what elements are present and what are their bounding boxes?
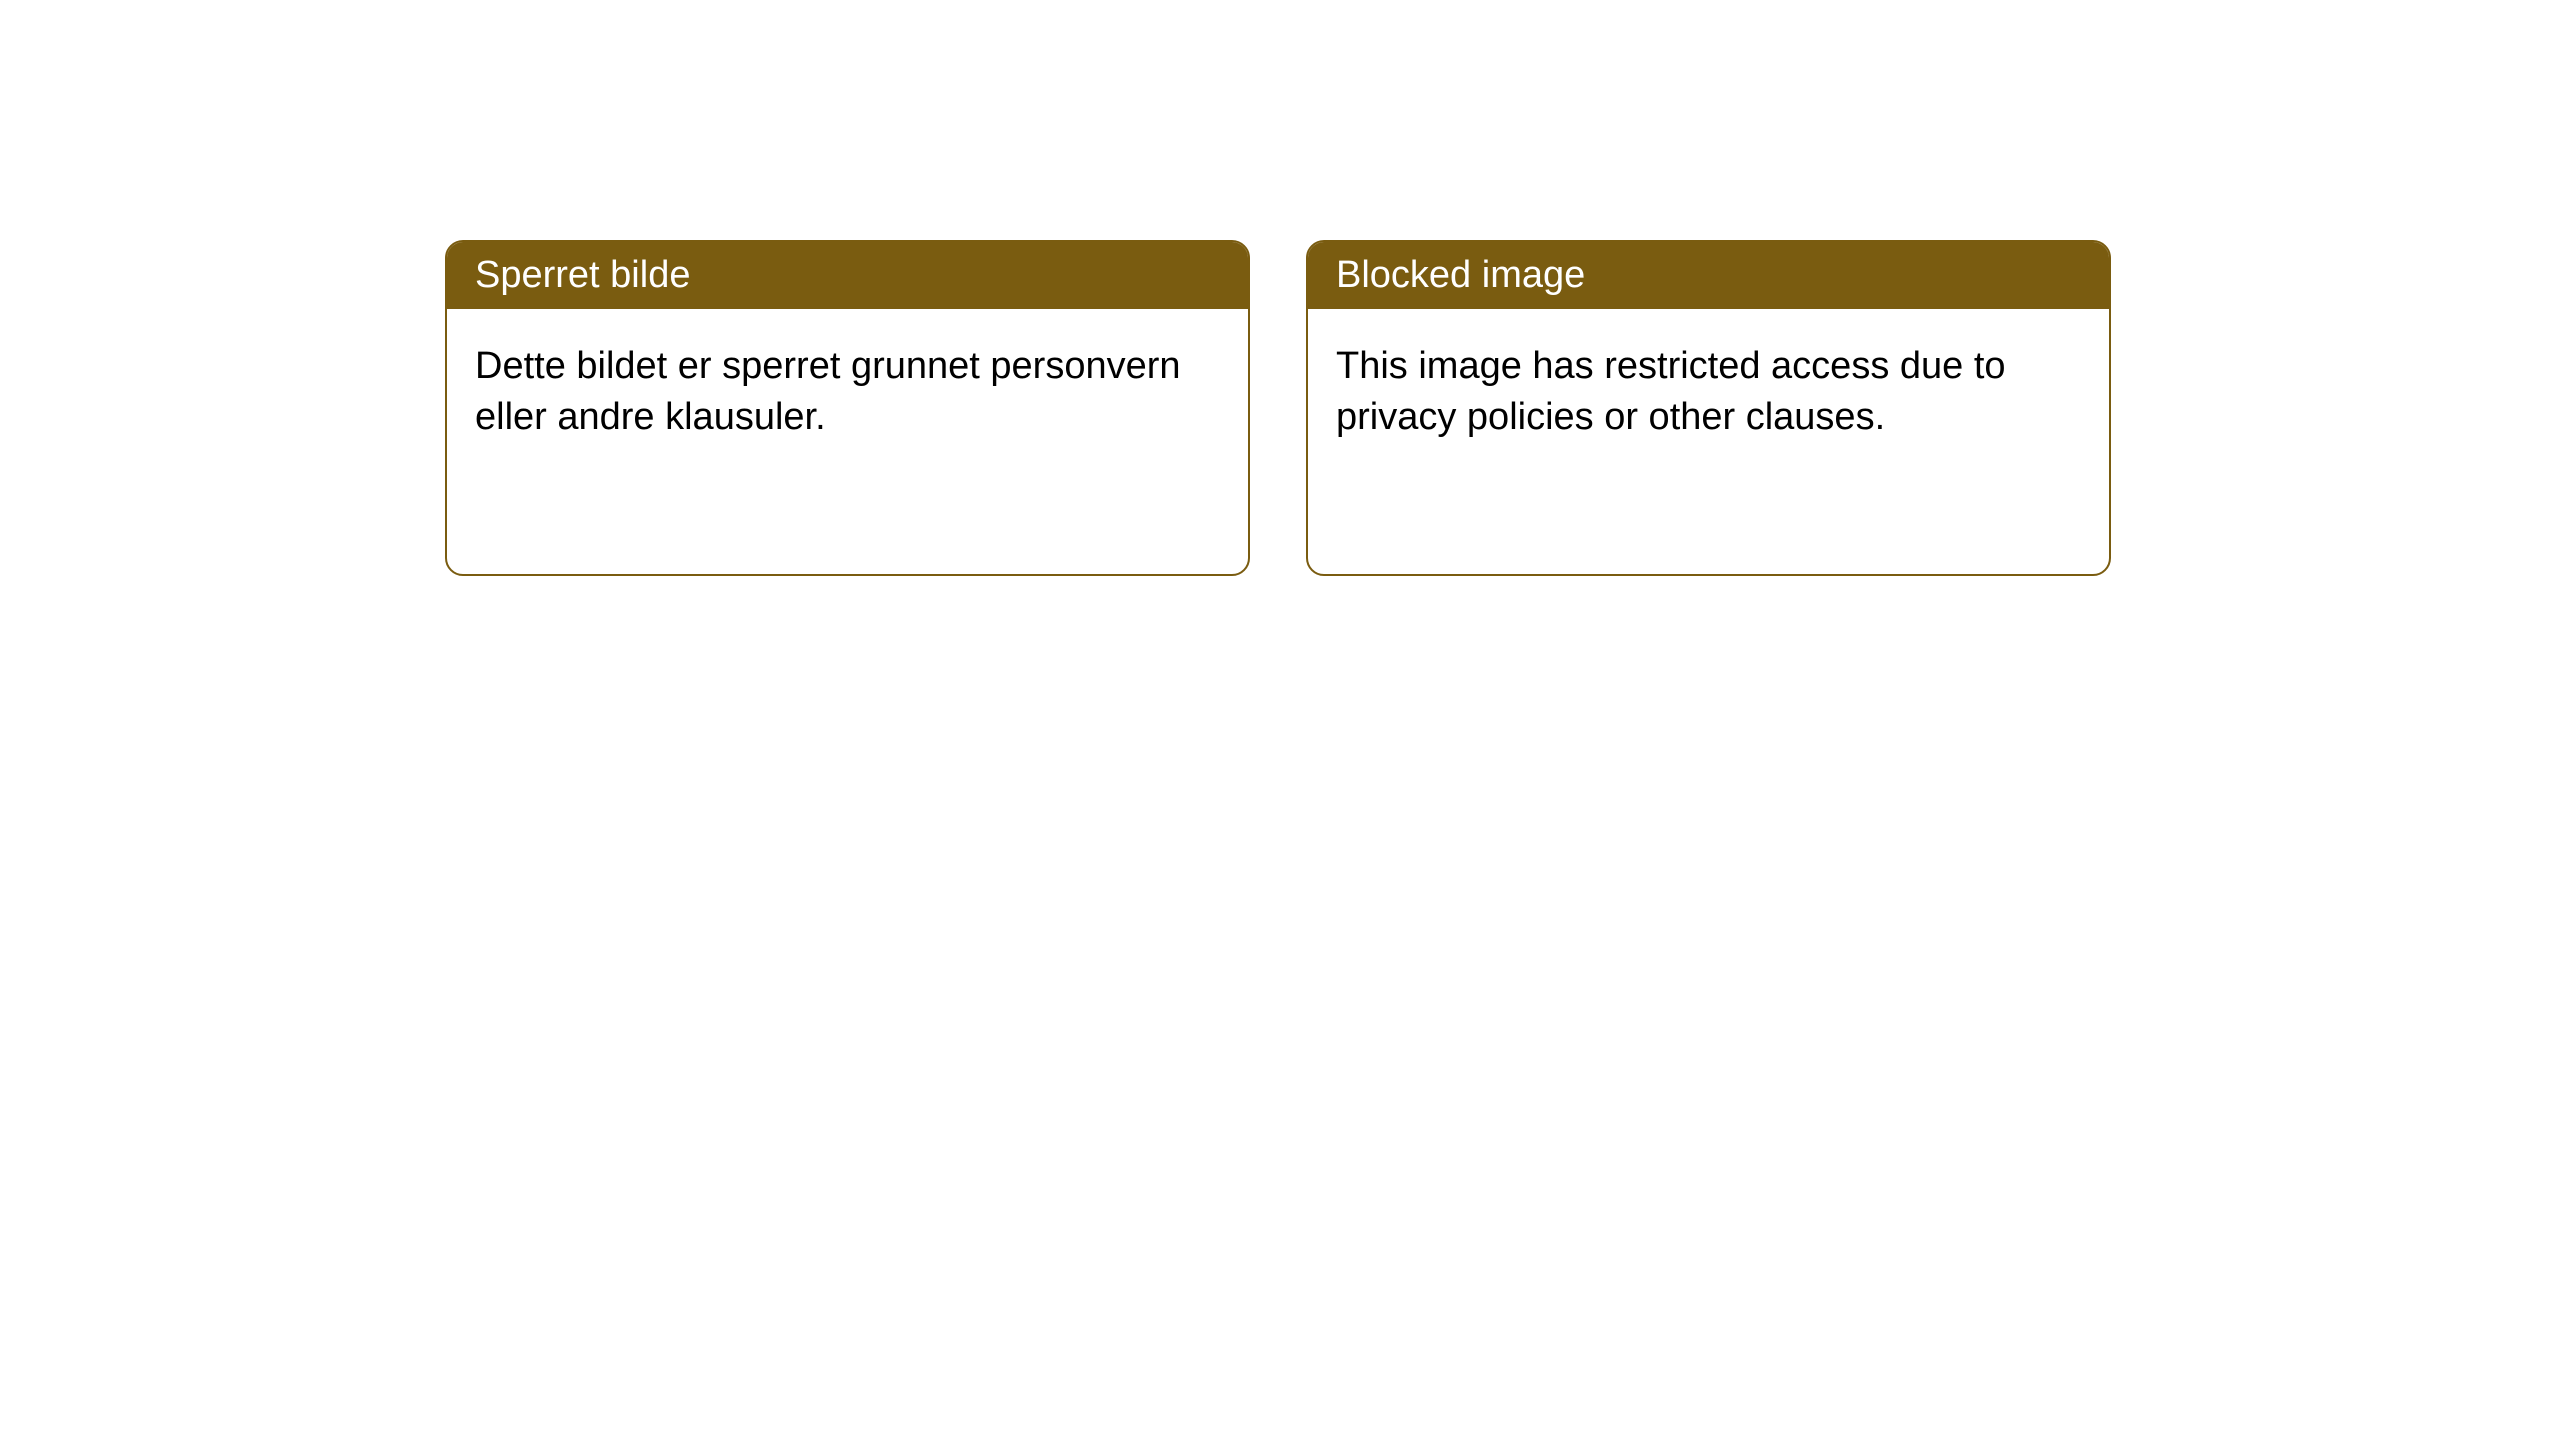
- notice-container: Sperret bilde Dette bildet er sperret gr…: [0, 0, 2560, 576]
- notice-body: This image has restricted access due to …: [1308, 309, 2109, 476]
- notice-title: Blocked image: [1336, 254, 1585, 296]
- notice-header: Sperret bilde: [447, 242, 1248, 309]
- notice-body-text: Dette bildet er sperret grunnet personve…: [475, 345, 1181, 438]
- notice-body: Dette bildet er sperret grunnet personve…: [447, 309, 1248, 476]
- notice-box-norwegian: Sperret bilde Dette bildet er sperret gr…: [445, 240, 1250, 576]
- notice-title: Sperret bilde: [475, 254, 690, 296]
- notice-body-text: This image has restricted access due to …: [1336, 345, 2006, 438]
- notice-box-english: Blocked image This image has restricted …: [1306, 240, 2111, 576]
- notice-header: Blocked image: [1308, 242, 2109, 309]
